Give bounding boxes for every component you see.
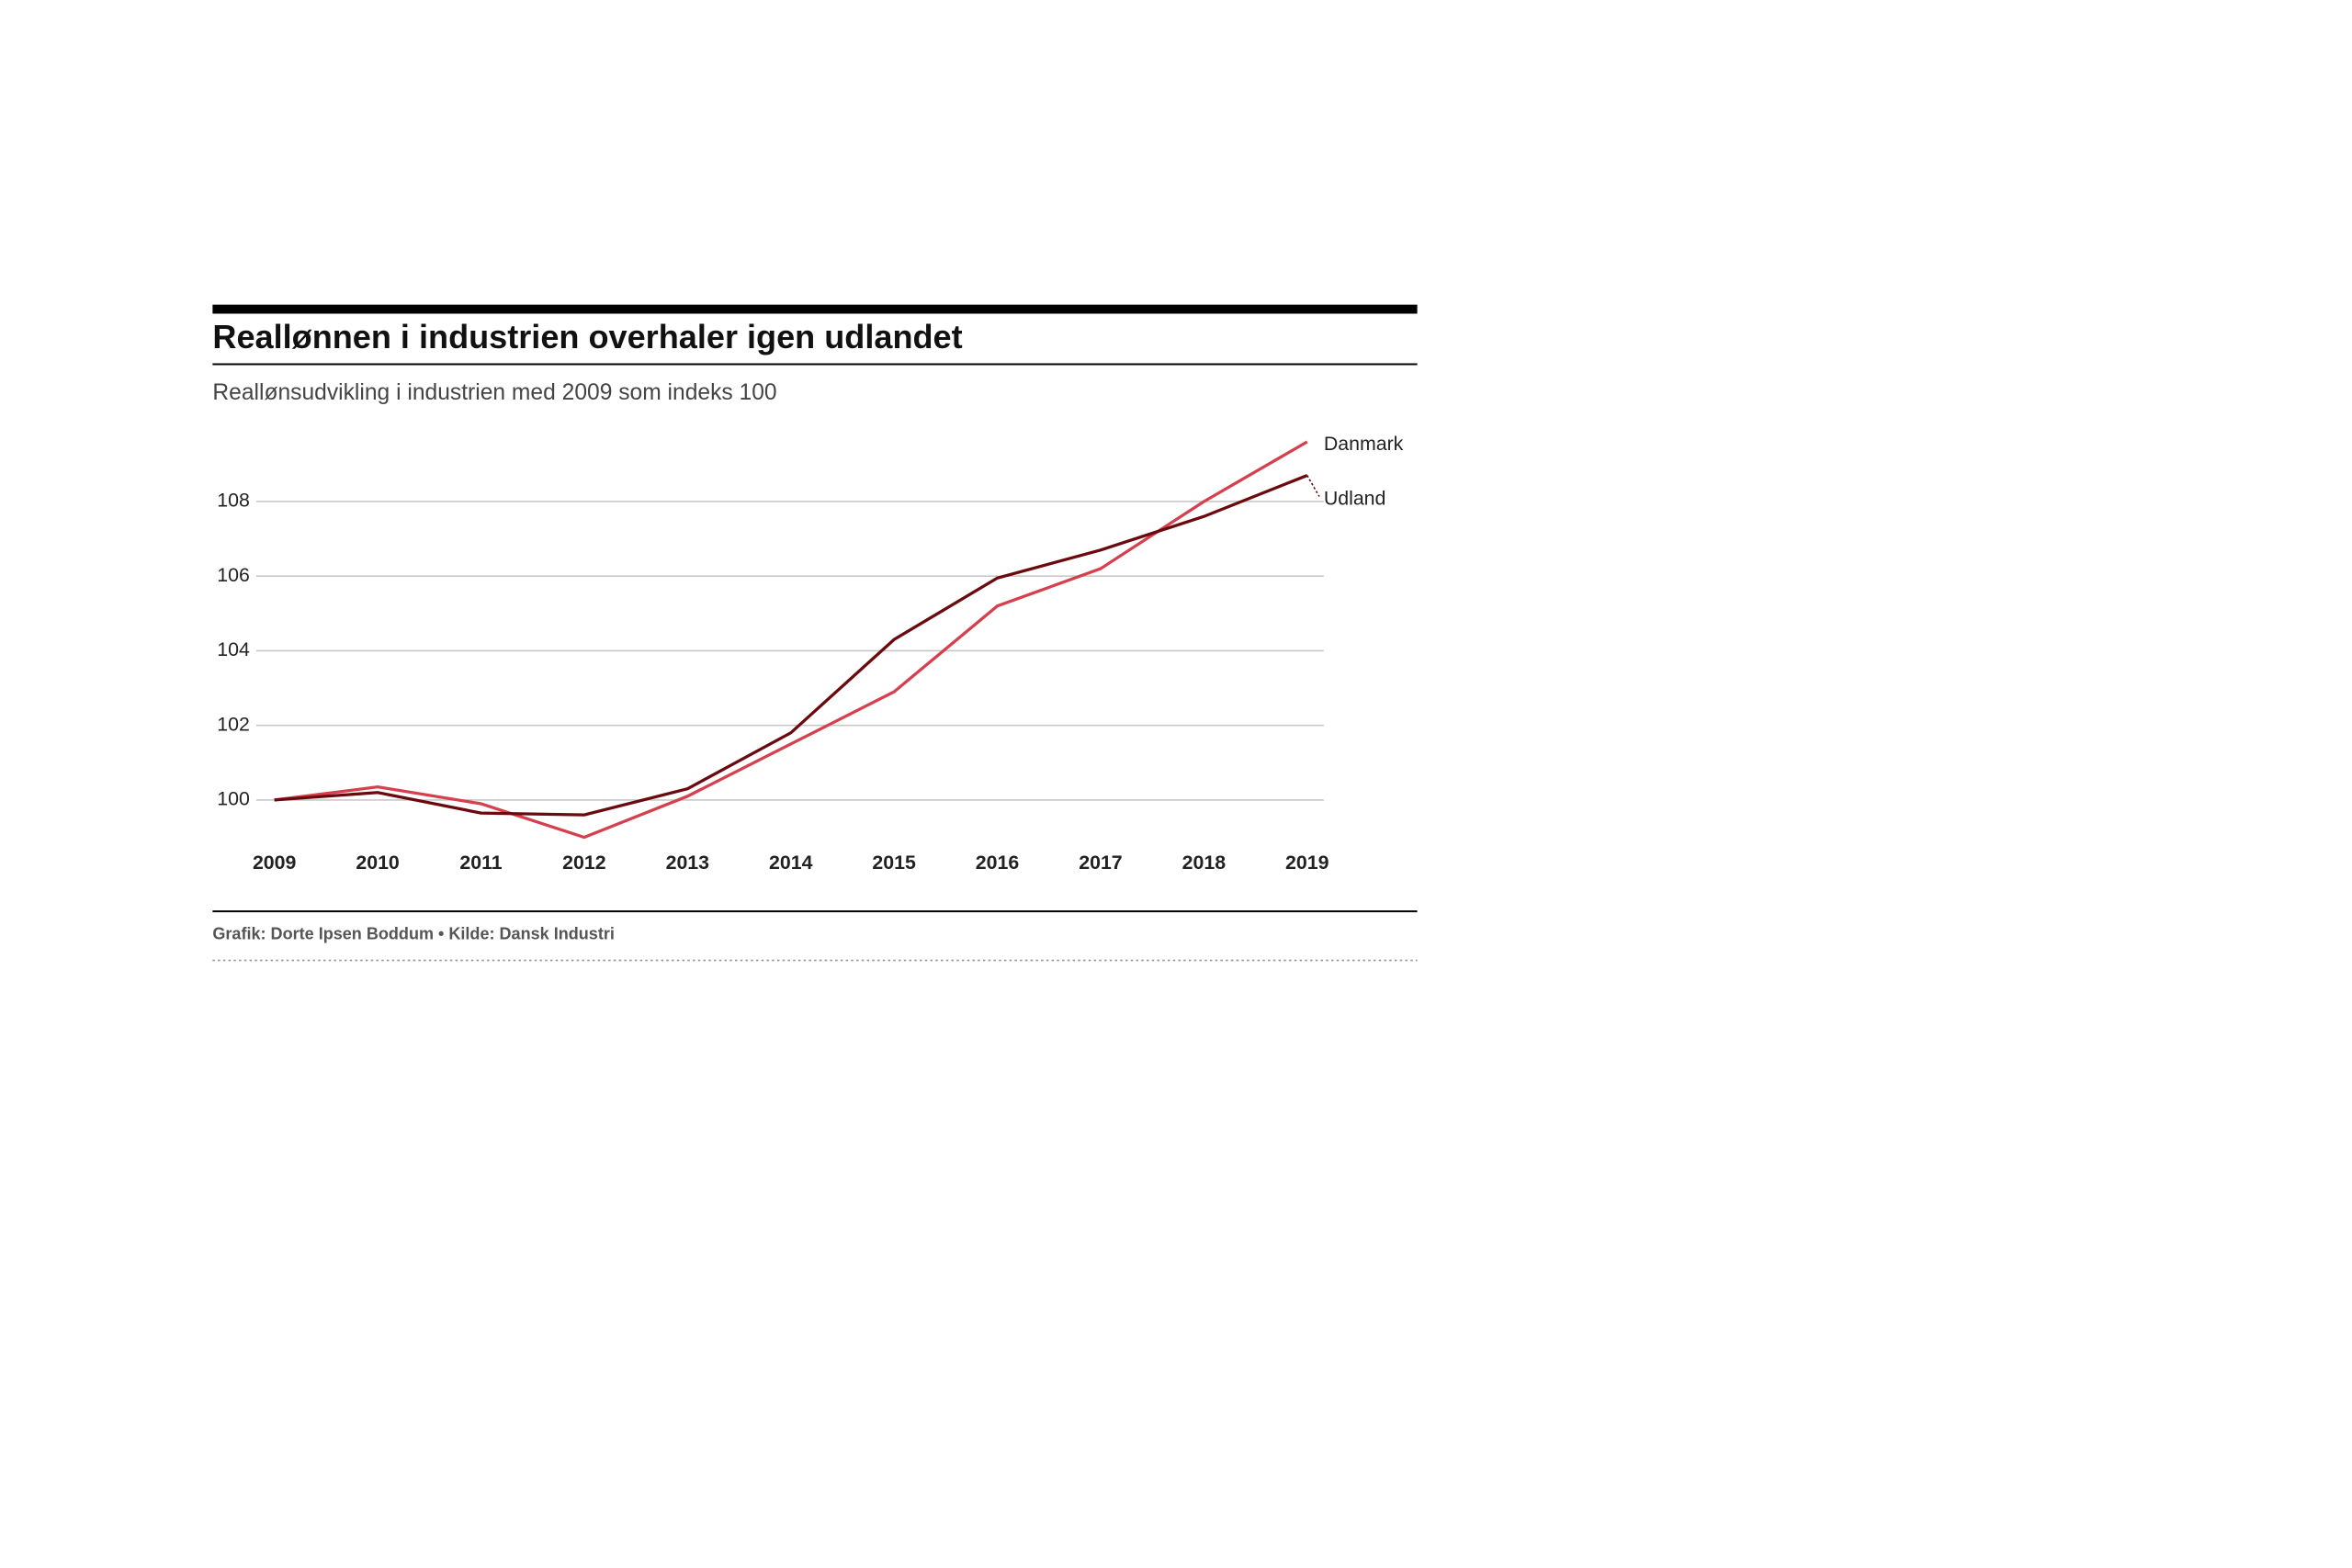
legend-label: Danmark <box>1324 433 1404 455</box>
x-tick-label: 2019 <box>1285 852 1329 874</box>
y-tick-label: 108 <box>217 490 250 512</box>
source: Grafik: Dorte Ipsen Boddum • Kilde: Dans… <box>212 924 615 942</box>
x-tick-label: 2015 <box>872 852 916 874</box>
x-tick-label: 2014 <box>769 852 813 874</box>
x-tick-label: 2016 <box>976 852 1020 874</box>
chart-title: Reallønnen i industrien overhaler igen u… <box>212 318 962 355</box>
x-tick-label: 2010 <box>356 852 399 874</box>
top-bar <box>212 304 1418 314</box>
x-tick-label: 2013 <box>666 852 710 874</box>
line-series <box>274 474 1308 817</box>
legend-label: Udland <box>1324 487 1386 509</box>
chart-subtitle: Reallønsudvikling i industrien med 2009 … <box>212 380 776 405</box>
label-leader <box>1306 475 1320 497</box>
y-tick-label: 104 <box>217 638 250 660</box>
plot: 100 102 104 106 108 2009 2010 2011 2012 2013 2014 2… <box>217 433 1403 874</box>
x-tick-label: 2011 <box>459 852 502 874</box>
x-tick-label: 2018 <box>1182 852 1227 874</box>
line-series <box>274 440 1308 840</box>
y-tick-label: 100 <box>217 788 250 810</box>
x-tick-label: 2017 <box>1079 852 1122 874</box>
x-tick-label: 2012 <box>562 852 605 874</box>
y-tick-label: 102 <box>217 713 250 735</box>
x-tick-label: 2009 <box>253 852 297 874</box>
y-tick-label: 106 <box>217 564 250 586</box>
